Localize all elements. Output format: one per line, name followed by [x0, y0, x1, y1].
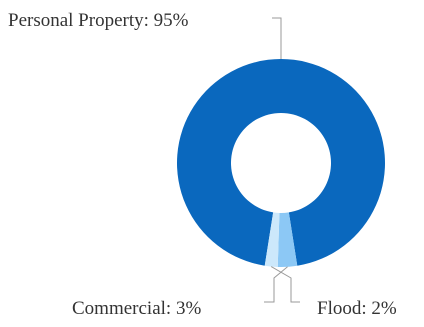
- slice-label-commercial: Commercial: 3%: [72, 298, 201, 319]
- slice-labels-layer: Personal Property: 95% Commercial: 3% Fl…: [8, 10, 397, 319]
- slice-label-personal-property: Personal Property: 95%: [8, 10, 189, 31]
- leader-line-personal-property: [272, 17, 282, 59]
- slice-label-flood: Flood: 2%: [317, 298, 397, 319]
- leader-lines-layer: [264, 17, 300, 303]
- leader-line-commercial: [264, 266, 288, 303]
- leader-line-flood: [270, 266, 300, 303]
- slice-flood: [264, 212, 280, 267]
- slice-personal-property: [177, 59, 385, 266]
- slice-commercial: [277, 212, 298, 267]
- slices-layer: [177, 59, 385, 267]
